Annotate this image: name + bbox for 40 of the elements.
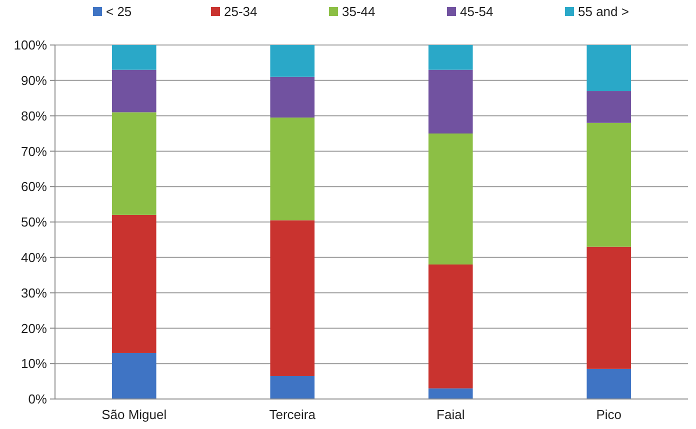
- bar: [112, 45, 156, 70]
- bar: [112, 352, 156, 399]
- bar: [112, 70, 156, 112]
- bar: [428, 45, 473, 70]
- bar: [112, 112, 156, 215]
- legend-label: 35-44: [342, 4, 376, 19]
- x-tick-label: Terceira: [269, 407, 316, 422]
- bar: [270, 376, 315, 399]
- legend-label: 25-34: [224, 4, 258, 19]
- bar: [270, 76, 315, 118]
- y-tick-label: 40%: [20, 250, 48, 265]
- y-tick-label: 60%: [20, 179, 48, 194]
- bar: [270, 118, 315, 220]
- y-tick-label: 50%: [20, 214, 48, 230]
- y-tick-label: 0%: [28, 392, 48, 407]
- bar: [428, 264, 473, 388]
- legend-label: 45-54: [460, 4, 494, 19]
- x-tick-label: São Miguel: [102, 407, 167, 422]
- y-tick-label: 80%: [20, 108, 48, 124]
- y-tick-label: 90%: [20, 72, 48, 88]
- bar: [428, 134, 473, 264]
- x-tick-label: Pico: [596, 407, 622, 422]
- legend-label: < 25: [106, 4, 132, 19]
- legend-label: 55 and >: [578, 4, 629, 19]
- bar: [586, 368, 632, 399]
- bar: [428, 388, 473, 399]
- bar: [586, 91, 632, 123]
- bar: [586, 246, 632, 369]
- bar: [586, 122, 632, 247]
- x-tick-label: Faial: [436, 407, 465, 422]
- y-tick-label: 10%: [20, 356, 48, 372]
- y-tick-label: 30%: [20, 285, 48, 300]
- bar: [428, 70, 473, 134]
- y-tick-label: 20%: [20, 320, 48, 336]
- bar: [270, 45, 315, 77]
- y-tick-label: 70%: [20, 144, 48, 159]
- bar: [112, 214, 156, 353]
- bar: [270, 220, 315, 376]
- y-tick-label: 100%: [14, 38, 48, 53]
- bar: [586, 45, 632, 92]
